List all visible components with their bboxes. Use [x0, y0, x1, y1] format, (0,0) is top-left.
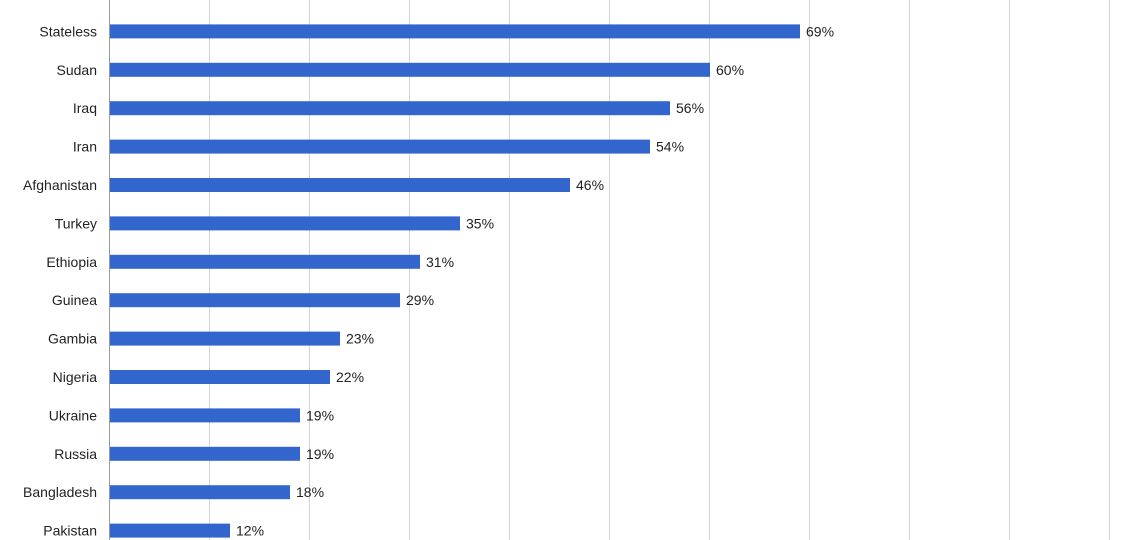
category-label: Stateless [39, 23, 97, 39]
value-label: 56% [676, 100, 704, 116]
bars [110, 24, 800, 538]
category-label: Turkey [55, 215, 97, 231]
value-label: 46% [576, 177, 604, 193]
category-label: Pakistan [43, 523, 97, 539]
value-label: 12% [236, 523, 264, 539]
value-label: 29% [406, 292, 434, 308]
category-label: Russia [54, 446, 97, 462]
value-label: 35% [466, 215, 494, 231]
value-label: 22% [336, 369, 364, 385]
bar [110, 408, 300, 423]
category-label: Iran [73, 139, 97, 155]
bar [110, 62, 710, 77]
bar [110, 485, 290, 500]
category-label: Afghanistan [23, 177, 97, 193]
value-label: 69% [806, 23, 834, 39]
category-label: Nigeria [53, 369, 98, 385]
bar [110, 178, 570, 192]
category-label: Iraq [73, 100, 97, 116]
grid-lines [209, 0, 1110, 540]
bar [110, 446, 300, 461]
bar [110, 101, 670, 116]
bar [110, 370, 330, 384]
value-label: 60% [716, 62, 744, 78]
category-label: Bangladesh [23, 484, 97, 500]
category-label: Ukraine [49, 407, 97, 423]
value-label: 19% [306, 446, 334, 462]
value-label: 23% [346, 331, 374, 347]
category-label: Ethiopia [46, 254, 97, 270]
bar [110, 523, 230, 538]
bar [110, 293, 400, 308]
bar [110, 331, 340, 346]
value-label: 54% [656, 139, 684, 155]
bar [110, 254, 420, 269]
bar [110, 216, 460, 231]
category-labels: Stateless Sudan Iraq Iran Afghanistan Turkey E… [23, 23, 97, 538]
bar [110, 139, 650, 154]
value-labels: 69% 60% 56% 54% 46% 35% 31% 29% 23% 22% 19% 19% 18% 1… [236, 23, 834, 538]
value-label: 19% [306, 407, 334, 423]
value-label: 18% [296, 484, 324, 500]
bar [110, 24, 800, 39]
category-label: Guinea [52, 292, 97, 308]
value-label: 31% [426, 254, 454, 270]
category-label: Gambia [48, 331, 97, 347]
category-label: Sudan [57, 62, 97, 78]
